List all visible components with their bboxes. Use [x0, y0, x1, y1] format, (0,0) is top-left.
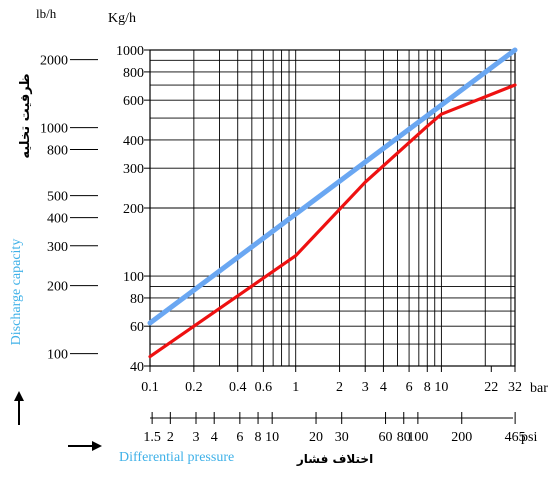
x-tick-label-bar: 6 — [406, 380, 413, 395]
x-tick-label-bar: 22 — [484, 380, 498, 395]
y-tick-label-kgh: 600 — [123, 94, 144, 109]
x-tick-label-psi: 10 — [265, 430, 279, 445]
y-tick-label-kgh: 40 — [130, 360, 144, 375]
y-ticks-kgh: 40 60 80 100 200 300 400 600 800 1000 — [116, 44, 150, 375]
y-tick-label-kgh: 400 — [123, 134, 144, 149]
y-tick-label-kgh: 1000 — [116, 44, 144, 59]
x-tick-label-psi: 2 — [167, 430, 174, 445]
x-tick-label-bar: 3 — [362, 380, 369, 395]
x-tick-label-bar: 0.1 — [141, 380, 159, 395]
series-layer — [147, 47, 518, 359]
x-tick-label-bar: 0.6 — [255, 380, 273, 395]
y-tick-label-kgh: 100 — [123, 270, 144, 285]
x-tick-label-psi: 465 — [505, 430, 526, 445]
x-tick-label-bar: 0.2 — [185, 380, 203, 395]
y-tick-label-kgh: 300 — [123, 162, 144, 177]
x-tick-label-psi: 8 — [255, 430, 262, 445]
x-unit-bar: bar — [530, 381, 548, 396]
x-tick-label-bar: 4 — [380, 380, 387, 395]
y-ticks-lbh: 100 200 300 400 500 800 1000 2000 — [40, 54, 98, 363]
y-tick-label-lbh: 300 — [47, 240, 68, 255]
y-tick-label-lbh: 400 — [47, 212, 68, 227]
x-axis-title-fa: اختلاف فشار — [296, 452, 373, 466]
y-tick-label-lbh: 2000 — [40, 54, 68, 69]
x-tick-label-psi: 30 — [335, 430, 349, 445]
x-tick-label-psi: 80 — [397, 430, 411, 445]
series-line-1 — [147, 47, 518, 326]
x-ticks-bar: 0.1 0.2 0.4 0.6 1 2 3 4 6 8 10 22 32 — [141, 366, 522, 395]
x-axis-title-en: Differential pressure — [119, 450, 234, 465]
x-tick-label-psi: 200 — [451, 430, 472, 445]
x-tick-label-psi: 20 — [309, 430, 323, 445]
y-tick-label-kgh: 800 — [123, 66, 144, 81]
x-tick-label-psi: 100 — [407, 430, 428, 445]
right-arrow-icon — [68, 441, 102, 451]
x-unit-psi: psi — [521, 430, 537, 445]
x-tick-label-bar: 32 — [508, 380, 522, 395]
y-tick-label-lbh: 200 — [47, 280, 68, 295]
y-axis-title-en: Discharge capacity — [9, 239, 24, 346]
y-tick-label-lbh: 800 — [47, 144, 68, 159]
x-tick-label-psi: 3 — [192, 430, 199, 445]
x-tick-label-psi: 1.5 — [143, 430, 161, 445]
x-tick-label-psi: 60 — [379, 430, 393, 445]
x-tick-label-psi: 6 — [236, 430, 243, 445]
x-tick-label-bar: 1 — [292, 380, 299, 395]
y-tick-label-lbh: 1000 — [40, 122, 68, 137]
y-tick-label-lbh: 100 — [47, 348, 68, 363]
x-tick-label-bar: 0.4 — [229, 380, 247, 395]
y-axis-title-fa: ظرفیت تخلیه — [18, 73, 33, 158]
y-unit-lbh: lb/h — [36, 6, 57, 21]
series-line-2 — [148, 83, 517, 359]
y-tick-label-kgh: 200 — [123, 202, 144, 217]
x-tick-label-psi: 4 — [211, 430, 218, 445]
x-tick-label-bar: 8 — [424, 380, 431, 395]
grid — [149, 49, 515, 367]
x-tick-label-bar: 2 — [336, 380, 343, 395]
x-tick-label-bar: 10 — [434, 380, 448, 395]
y-unit-kgh: Kg/h — [108, 11, 136, 26]
y-tick-label-kgh: 80 — [130, 292, 144, 307]
y-tick-label-kgh: 60 — [130, 320, 144, 335]
y-tick-label-lbh: 500 — [47, 190, 68, 205]
up-arrow-icon — [14, 391, 24, 425]
